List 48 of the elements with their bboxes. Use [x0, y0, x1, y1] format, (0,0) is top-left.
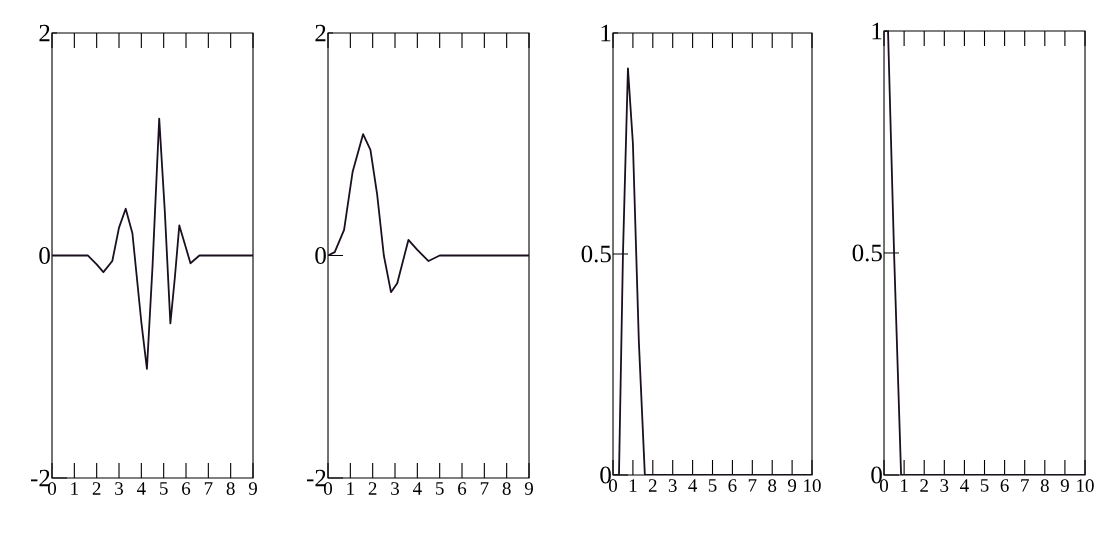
y-tick-label: 0.5 [581, 245, 611, 263]
x-tick-label: 2 [648, 479, 657, 492]
x-tick-label: 7 [204, 482, 213, 495]
x-tick-label: 9 [248, 482, 257, 495]
x-tick-label: 3 [391, 482, 399, 495]
x-tick-label: 8 [768, 479, 777, 492]
x-tick-label: 6 [1000, 479, 1009, 492]
y-tick-label: 1 [601, 24, 611, 42]
x-tick-label: 3 [668, 479, 677, 492]
x-tick-label: 9 [1060, 479, 1069, 492]
y-tick-label: -2 [306, 469, 326, 487]
x-tick-label: 10 [804, 479, 821, 492]
y-tick-label: 0.5 [852, 244, 882, 262]
x-tick-label: 9 [524, 482, 533, 495]
x-tick-label: 7 [1021, 479, 1029, 492]
x-tick-label: 7 [748, 479, 757, 492]
y-tick-label: 2 [315, 24, 326, 42]
x-tick-label: 9 [787, 479, 797, 492]
x-tick-label: 5 [708, 479, 717, 492]
x-tick-label: 1 [901, 479, 908, 492]
x-tick-label: 8 [1040, 479, 1049, 492]
x-tick-label: 1 [71, 482, 78, 495]
x-tick-label: 6 [182, 482, 191, 495]
x-tick-label: 1 [629, 479, 637, 492]
x-tick-label: 6 [728, 479, 737, 492]
x-tick-label: 5 [980, 479, 989, 492]
x-tick-label: 8 [502, 482, 511, 495]
x-tick-label: 2 [920, 479, 928, 492]
x-tick-label: 10 [1077, 479, 1094, 492]
x-tick-label: 2 [92, 482, 101, 495]
y-tick-label: 0 [39, 247, 50, 264]
x-tick-label: 4 [960, 479, 969, 492]
x-tick-label: 4 [412, 482, 422, 495]
x-tick-label: 5 [160, 482, 168, 495]
y-tick-label: 0 [315, 247, 326, 264]
x-tick-label: 4 [136, 482, 146, 495]
y-tick-label: 2 [39, 24, 50, 42]
y-tick-label: -2 [30, 469, 50, 487]
x-tick-label: 7 [480, 482, 489, 495]
x-tick-label: 3 [940, 479, 949, 492]
x-tick-label: 3 [115, 482, 123, 495]
x-tick-label: 8 [226, 482, 235, 495]
x-tick-label: 4 [688, 479, 698, 492]
x-tick-label: 2 [368, 482, 377, 495]
x-tick-label: 5 [436, 482, 444, 495]
x-tick-label: 6 [458, 482, 467, 495]
y-tick-label: 1 [872, 22, 882, 40]
x-tick-label: 1 [347, 482, 354, 495]
